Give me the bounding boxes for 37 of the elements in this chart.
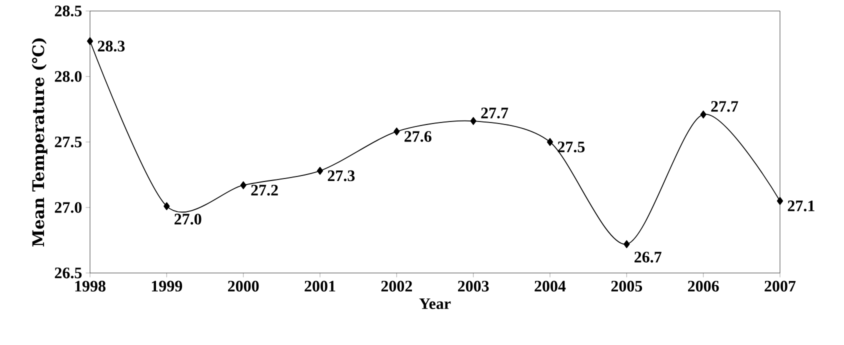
data-label: 27.3 (328, 170, 355, 182)
point (470, 117, 476, 125)
point (164, 202, 170, 210)
y-tick-label: 27.5 (54, 136, 82, 148)
x-tick-label: 2005 (611, 280, 642, 292)
data-label: 28.3 (98, 40, 125, 52)
x-tick-label: 2003 (458, 280, 489, 292)
y-tick-label: 27.0 (54, 202, 82, 213)
point (240, 181, 246, 190)
point (700, 110, 706, 118)
x-tick-label: 1998 (75, 280, 106, 292)
x-axis-title: Year (419, 298, 451, 310)
x-tick-label: 2006 (688, 280, 719, 292)
x-tick-label: 1999 (152, 280, 182, 292)
y-tick-label: 28.5 (54, 6, 82, 16)
data-label: 27.7 (711, 101, 738, 112)
data-label: 26.7 (634, 252, 662, 263)
x-tick-label: 2001 (304, 280, 336, 292)
x-tick-label: 2007 (764, 280, 796, 292)
data-label: 27.6 (404, 131, 432, 142)
point (316, 166, 324, 175)
y-axis-title: Mean Temperature (℃) (32, 38, 48, 246)
data-label: 27.5 (558, 142, 585, 152)
point (86, 37, 94, 46)
point (776, 196, 784, 205)
data-label: 27.7 (481, 108, 508, 118)
x-tick-label: 2004 (534, 280, 566, 292)
x-tick-label: 2000 (228, 280, 259, 292)
data-label: 27.2 (251, 184, 278, 196)
point (546, 138, 554, 146)
data-label: 27.0 (174, 214, 202, 225)
y-tick-label: 28.0 (54, 71, 82, 82)
y-tick-label: 26.5 (54, 268, 82, 278)
x-tick-label: 2002 (381, 280, 412, 292)
data-label: 27.1 (788, 200, 814, 212)
point (624, 240, 630, 248)
point (394, 128, 400, 136)
